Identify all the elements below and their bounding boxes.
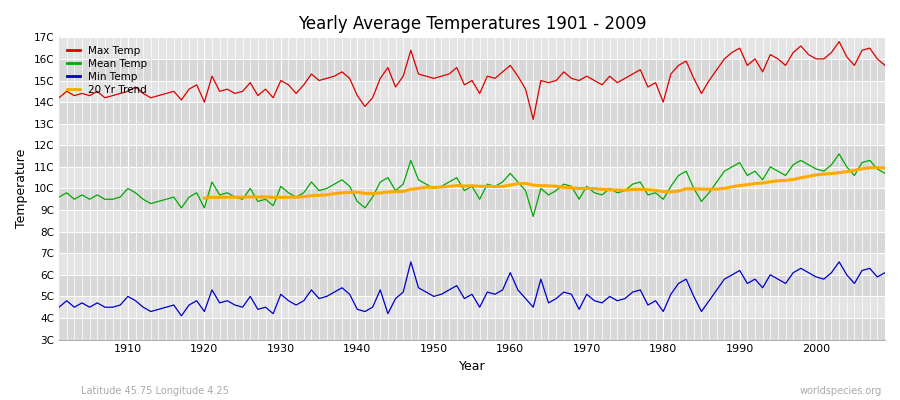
Bar — [59, 167, 885, 188]
Bar — [59, 232, 885, 253]
Bar — [59, 37, 885, 59]
Y-axis label: Temperature: Temperature — [15, 149, 28, 228]
Title: Yearly Average Temperatures 1901 - 2009: Yearly Average Temperatures 1901 - 2009 — [298, 15, 646, 33]
Bar — [59, 275, 885, 296]
Bar — [59, 296, 885, 318]
Bar — [59, 59, 885, 80]
Bar — [59, 80, 885, 102]
Bar — [59, 253, 885, 275]
Text: worldspecies.org: worldspecies.org — [800, 386, 882, 396]
Bar — [59, 210, 885, 232]
Legend: Max Temp, Mean Temp, Min Temp, 20 Yr Trend: Max Temp, Mean Temp, Min Temp, 20 Yr Tre… — [64, 42, 150, 98]
Bar — [59, 188, 885, 210]
X-axis label: Year: Year — [459, 360, 485, 373]
Bar — [59, 318, 885, 340]
Bar — [59, 124, 885, 145]
Text: Latitude 45.75 Longitude 4.25: Latitude 45.75 Longitude 4.25 — [81, 386, 229, 396]
Bar — [59, 102, 885, 124]
Bar — [59, 145, 885, 167]
